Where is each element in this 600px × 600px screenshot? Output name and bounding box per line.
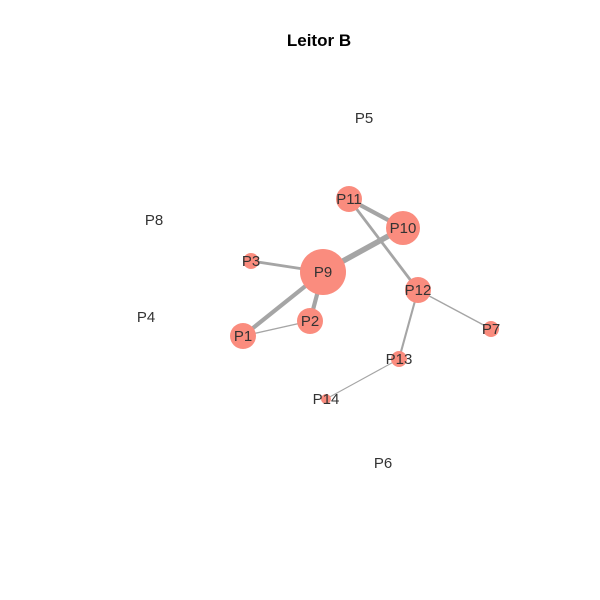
edge-p12-p7	[417, 289, 492, 330]
edge-p13-p14	[325, 358, 400, 400]
node-p2	[297, 308, 323, 334]
node-label-p5: P5	[355, 110, 373, 127]
node-label-p1: P1	[234, 328, 252, 345]
node-label-p13: P13	[386, 351, 413, 368]
node-p12	[405, 277, 431, 303]
node-p1	[230, 323, 256, 349]
node-p9	[300, 249, 346, 295]
node-label-p8: P8	[145, 212, 163, 229]
node-p7	[483, 321, 499, 337]
node-label-p12: P12	[405, 282, 432, 299]
node-p3	[243, 253, 259, 269]
node-label-p6: P6	[374, 455, 392, 472]
node-p13	[391, 351, 407, 367]
node-label-p14: P14	[313, 391, 340, 408]
edge-p11-p12	[347, 198, 420, 291]
node-label-p11: P11	[336, 191, 362, 208]
node-label-p7: P7	[482, 321, 500, 338]
node-p14	[321, 394, 331, 404]
label-layer: P1 P2 P3 P4 P5 P6 P7 P8 P9 P10 P11 P12 P13 P14	[137, 110, 500, 472]
node-layer	[230, 186, 499, 404]
edge-layer	[241, 197, 492, 400]
node-p11	[336, 186, 362, 212]
node-label-p10: P10	[390, 220, 417, 237]
node-label-p9: P9	[314, 264, 332, 281]
node-label-p4: P4	[137, 309, 155, 326]
node-label-p3: P3	[242, 253, 260, 270]
node-label-p2: P2	[301, 313, 319, 330]
graph-title: Leitor B	[287, 31, 351, 50]
node-p10	[386, 211, 420, 245]
